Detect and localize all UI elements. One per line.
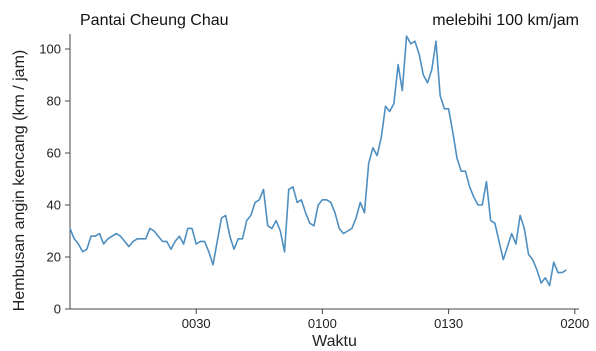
y-tick-label: 0 xyxy=(54,302,61,317)
x-axis-ticks: 0030 0100 0130 0200 xyxy=(182,309,589,331)
y-tick-label: 100 xyxy=(39,42,61,57)
plot-area: 0 20 40 60 80 100 0030 0100 0130 0200 xyxy=(39,34,589,331)
x-tick-label: 0030 xyxy=(182,316,211,331)
y-axis-ticks: 0 20 40 60 80 100 xyxy=(39,42,70,317)
threshold-annotation: melebihi 100 km/jam xyxy=(432,12,579,29)
y-tick-label: 20 xyxy=(47,250,61,265)
y-tick-label: 40 xyxy=(47,198,61,213)
x-tick-label: 0130 xyxy=(434,316,463,331)
x-axis-label: Waktu xyxy=(312,333,357,350)
x-tick-label: 0100 xyxy=(308,316,337,331)
wind-gust-series-line xyxy=(69,35,567,287)
location-annotation: Pantai Cheung Chau xyxy=(80,12,229,29)
series-group xyxy=(69,35,567,287)
x-tick-label: 0200 xyxy=(560,316,589,331)
y-axis-label: Hembusan angin kencang (km / jam) xyxy=(11,50,28,311)
y-tick-label: 80 xyxy=(47,94,61,109)
y-tick-label: 60 xyxy=(47,146,61,161)
